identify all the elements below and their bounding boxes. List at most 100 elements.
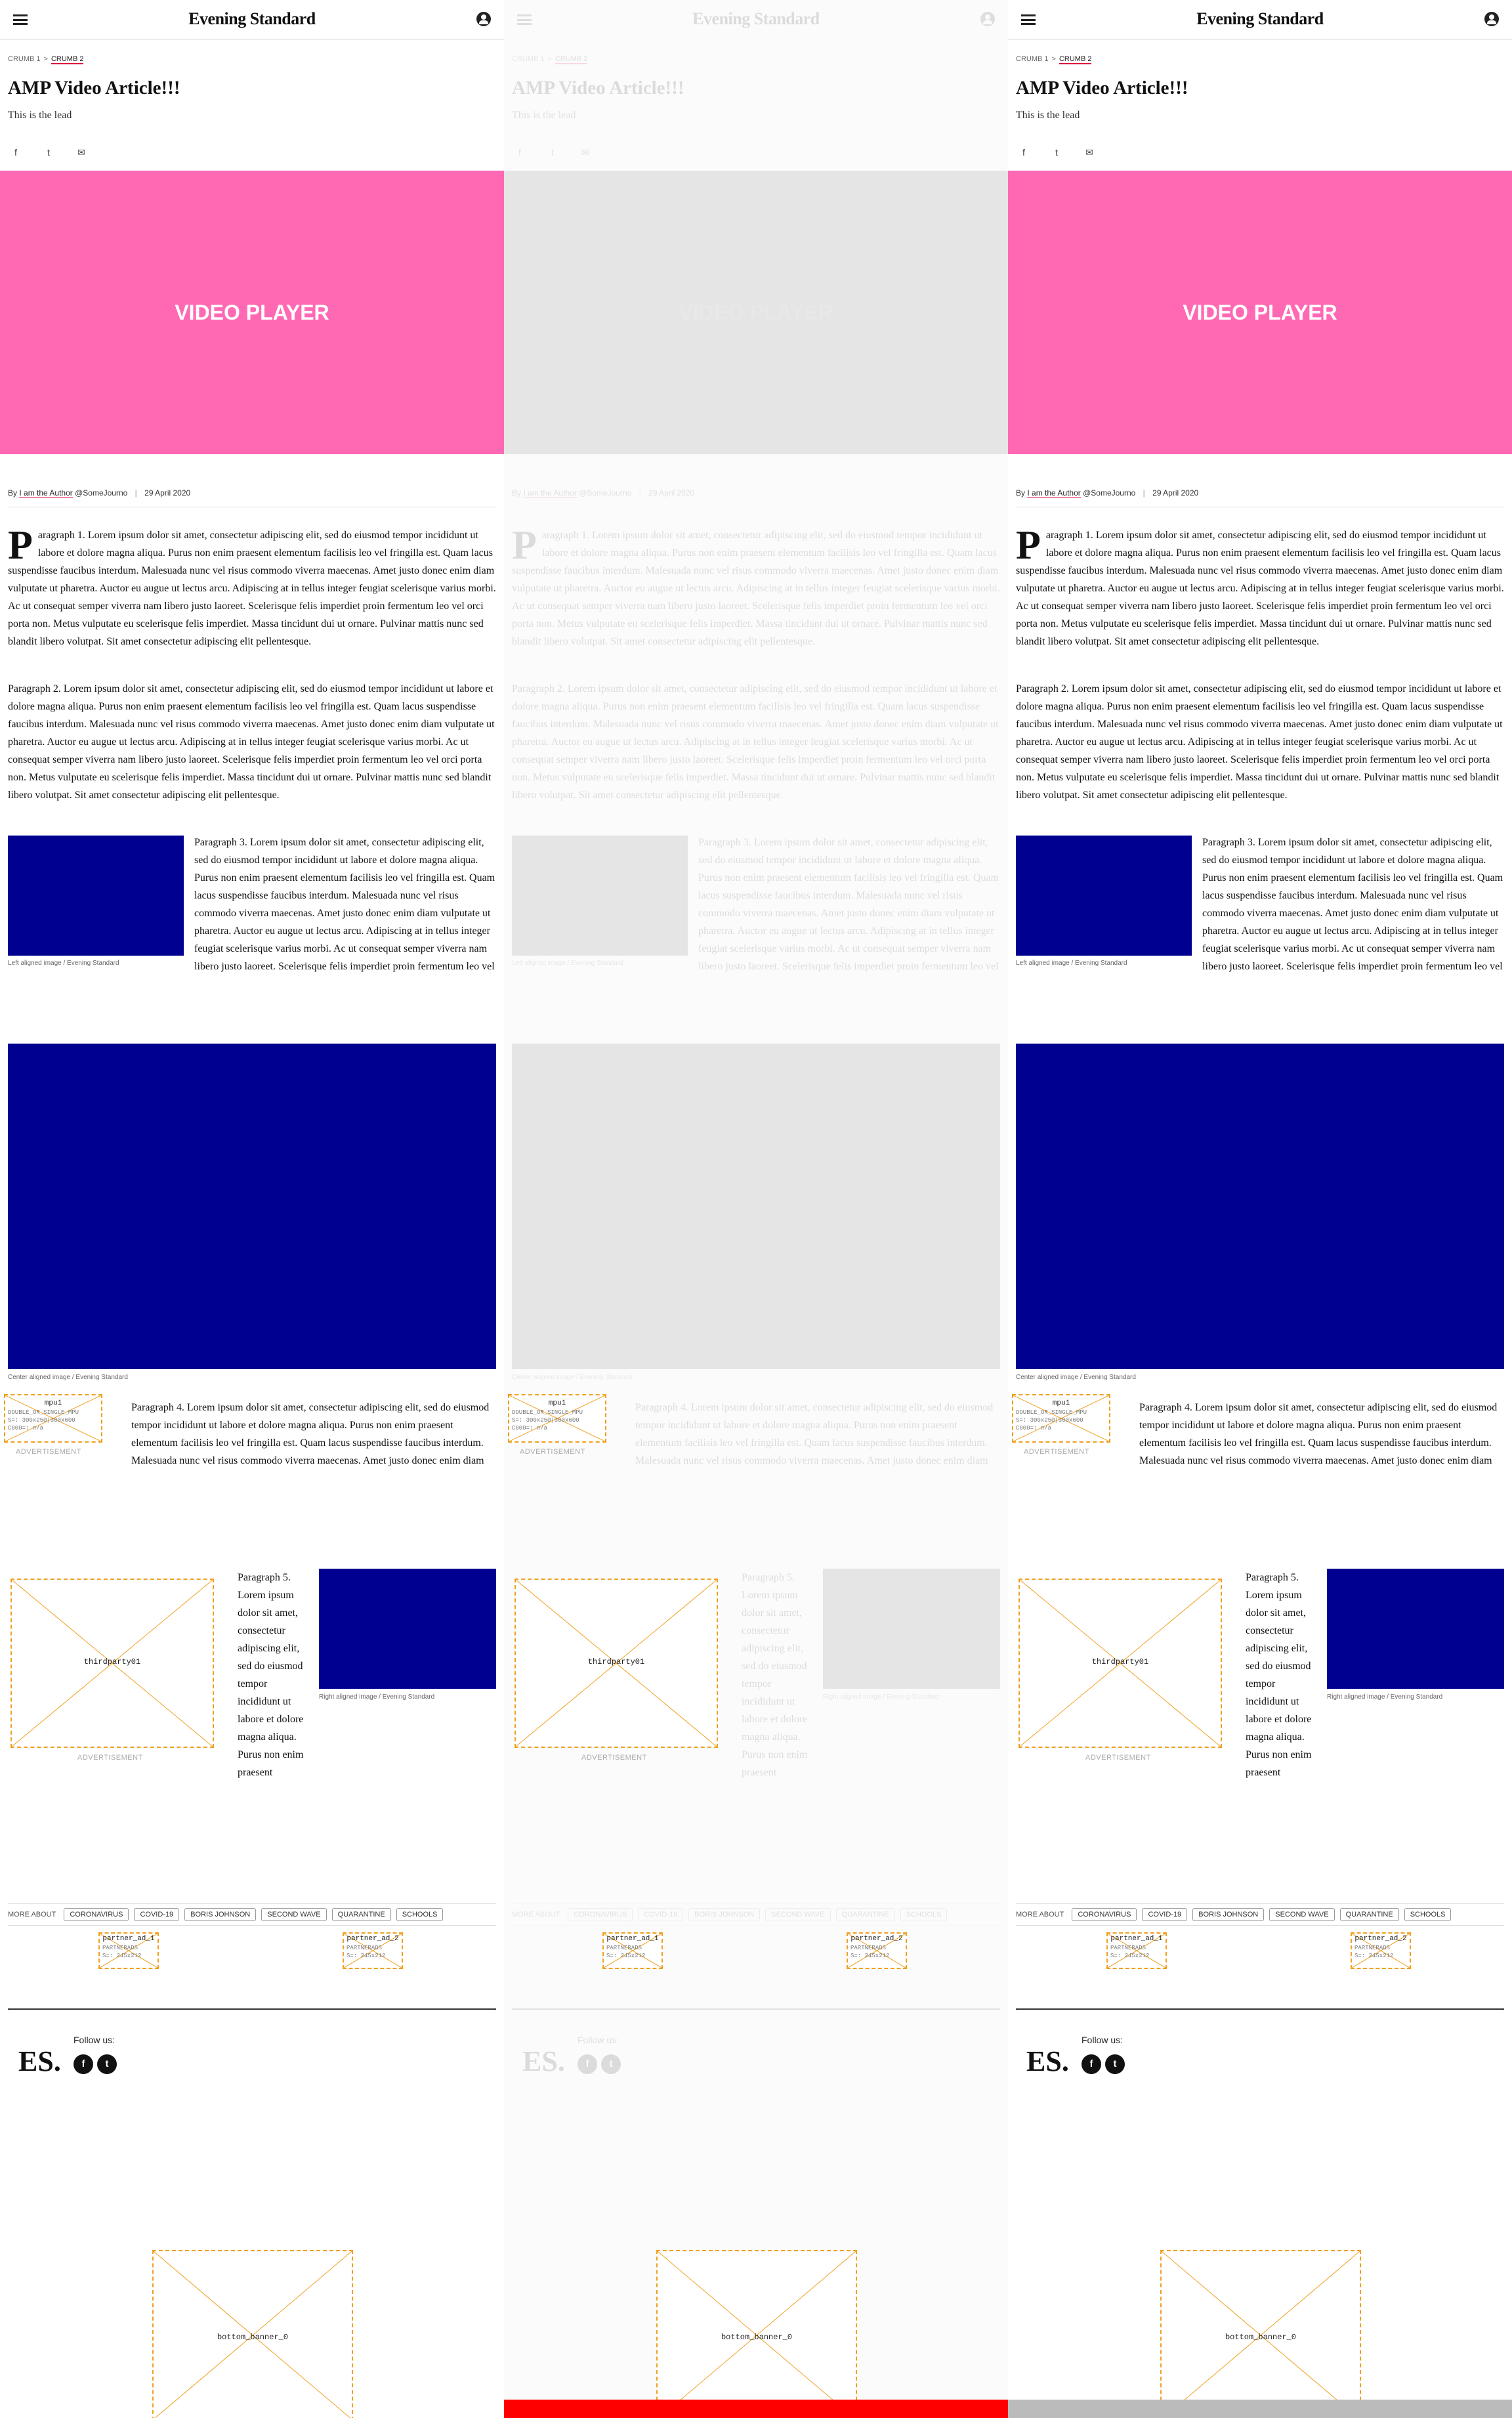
topic-tag[interactable]: SCHOOLS [1404, 1908, 1452, 1921]
site-header: Evening Standard [1008, 0, 1512, 40]
topic-tag[interactable]: CORONAVIRUS [568, 1908, 633, 1921]
author-link[interactable]: I am the Author [523, 488, 577, 498]
user-account-icon[interactable] [476, 12, 491, 26]
twitter-icon[interactable]: t [97, 2054, 117, 2074]
breadcrumb-item-1[interactable]: CRUMB 1 [1016, 55, 1049, 63]
facebook-share-icon[interactable]: f [14, 147, 17, 158]
right-image-caption: Right aligned image / Evening Standard [823, 1693, 939, 1701]
partner-ad-1[interactable]: partner_ad_1 PARTNERADS S=: 245x212 [602, 1932, 663, 1969]
video-player[interactable]: VIDEO PLAYER [0, 171, 504, 454]
author-handle[interactable]: @SomeJourno [579, 488, 632, 498]
left-aligned-image [1016, 836, 1192, 956]
social-links: f t [74, 2054, 117, 2074]
site-logo[interactable]: Evening Standard [692, 9, 820, 28]
author-handle[interactable]: @SomeJourno [75, 488, 128, 498]
facebook-icon[interactable]: f [74, 2054, 93, 2074]
topic-tag[interactable]: SECOND WAVE [261, 1908, 327, 1921]
advertisement-label: ADVERTISEMENT [520, 1448, 585, 1456]
topic-tag[interactable]: BORIS JOHNSON [1192, 1908, 1265, 1921]
topic-tag[interactable]: QUARANTINE [835, 1908, 895, 1921]
paragraph-4: Paragraph 4. Lorem ipsum dolor sit amet,… [131, 1402, 490, 1466]
site-logo[interactable]: Evening Standard [1196, 9, 1324, 28]
more-about-bar: MORE ABOUT CORONAVIRUS COVID-19 BORIS JO… [8, 1903, 496, 1926]
partner-ad-2[interactable]: partner_ad_2 PARTNERADS S=: 245x212 [847, 1932, 907, 1969]
paragraph-4-cont [1016, 1470, 1504, 1552]
footer-logo[interactable]: ES. [1026, 2045, 1069, 2077]
ad-slot-name: mpu1 [548, 1399, 566, 1407]
bottom-banner-ad[interactable]: bottom_banner_0 [656, 2250, 857, 2418]
right-aligned-image [823, 1569, 1000, 1689]
email-share-icon[interactable]: ✉ [581, 147, 589, 158]
left-image-caption: Left aligned image / Evening Standard [512, 960, 623, 967]
site-logo[interactable]: Evening Standard [188, 9, 316, 28]
video-player-label: VIDEO PLAYER [175, 300, 329, 324]
breadcrumb-separator: > [1051, 55, 1056, 63]
breadcrumb-item-1[interactable]: CRUMB 1 [8, 55, 41, 63]
breadcrumb-item-1[interactable]: CRUMB 1 [512, 55, 545, 63]
topic-tag[interactable]: QUARANTINE [1339, 1908, 1399, 1921]
email-share-icon[interactable]: ✉ [77, 147, 85, 158]
share-bar: f t ✉ [513, 146, 592, 159]
topic-tag[interactable]: SECOND WAVE [1269, 1908, 1335, 1921]
drop-cap: P [1016, 523, 1041, 568]
video-player[interactable]: VIDEO PLAYER [504, 171, 1008, 454]
author-link[interactable]: I am the Author [19, 488, 73, 498]
topic-tag[interactable]: BORIS JOHNSON [184, 1908, 257, 1921]
twitter-icon[interactable]: t [1105, 2054, 1125, 2074]
follow-us-label: Follow us: [578, 2035, 620, 2045]
thirdparty-ad[interactable]: thirdparty01 [514, 1579, 718, 1748]
author-handle[interactable]: @SomeJourno [1083, 488, 1136, 498]
facebook-icon[interactable]: f [1082, 2054, 1101, 2074]
user-account-icon[interactable] [1484, 12, 1499, 26]
bottom-banner-ad[interactable]: bottom_banner_0 [1160, 2250, 1361, 2418]
breadcrumb-item-2[interactable]: CRUMB 2 [555, 55, 588, 64]
partner-ad-1[interactable]: partner_ad_1 PARTNERADS S=: 245x212 [98, 1932, 159, 1969]
twitter-share-icon[interactable]: t [551, 147, 554, 158]
facebook-icon[interactable]: f [578, 2054, 597, 2074]
bottom-banner-ad[interactable]: bottom_banner_0 [152, 2250, 353, 2418]
partner-ad-2[interactable]: partner_ad_2 PARTNERADS S=: 245x212 [1351, 1932, 1411, 1969]
byline-prefix: By [1016, 488, 1026, 498]
ad-slot-name: bottom_banner_0 [721, 2333, 793, 2342]
topic-tag[interactable]: COVID-19 [134, 1908, 180, 1921]
topic-tag[interactable]: CORONAVIRUS [64, 1908, 129, 1921]
paragraph-2: Paragraph 2. Lorem ipsum dolor sit amet,… [8, 683, 495, 801]
paragraph-3-cont [8, 975, 496, 1029]
email-share-icon[interactable]: ✉ [1085, 147, 1093, 158]
topic-tag[interactable]: SCHOOLS [396, 1908, 444, 1921]
breadcrumb-item-2[interactable]: CRUMB 2 [1059, 55, 1092, 64]
partner-ad-1[interactable]: partner_ad_1 PARTNERADS S=: 245x212 [1106, 1932, 1167, 1969]
topic-tag[interactable]: CORONAVIRUS [1072, 1908, 1137, 1921]
facebook-share-icon[interactable]: f [1022, 147, 1025, 158]
menu-icon[interactable] [13, 14, 28, 25]
mpu1-ad[interactable]: mpu1 DOUBLE_OR_SINGLE_MPU S=: 300x250|300… [1012, 1394, 1110, 1443]
user-account-icon[interactable] [980, 12, 995, 26]
menu-icon[interactable] [517, 14, 532, 25]
social-links: f t [1082, 2054, 1125, 2074]
topic-tag[interactable]: BORIS JOHNSON [688, 1908, 761, 1921]
video-player[interactable]: VIDEO PLAYER [1008, 171, 1512, 454]
more-about-label: MORE ABOUT [512, 1911, 560, 1919]
footer-logo[interactable]: ES. [18, 2045, 61, 2077]
mpu1-ad[interactable]: mpu1 DOUBLE_OR_SINGLE_MPU S=: 300x250|300… [508, 1394, 606, 1443]
thirdparty-ad[interactable]: thirdparty01 [10, 1579, 214, 1748]
topic-tag[interactable]: QUARANTINE [331, 1908, 391, 1921]
twitter-share-icon[interactable]: t [1055, 147, 1058, 158]
topic-tag[interactable]: COVID-19 [638, 1908, 684, 1921]
breadcrumb-item-2[interactable]: CRUMB 2 [51, 55, 84, 64]
twitter-share-icon[interactable]: t [47, 147, 50, 158]
ad-slot-name: mpu1 [44, 1399, 62, 1407]
facebook-share-icon[interactable]: f [518, 147, 521, 158]
breadcrumb-separator: > [547, 55, 552, 63]
author-link[interactable]: I am the Author [1027, 488, 1081, 498]
topic-tag[interactable]: SECOND WAVE [765, 1908, 831, 1921]
thirdparty-ad[interactable]: thirdparty01 [1018, 1579, 1222, 1748]
mpu1-ad[interactable]: mpu1 DOUBLE_OR_SINGLE_MPU S=: 300x250|300… [4, 1394, 102, 1443]
topic-tag[interactable]: SCHOOLS [900, 1908, 948, 1921]
left-aligned-image [8, 836, 184, 956]
partner-ad-2[interactable]: partner_ad_2 PARTNERADS S=: 245x212 [343, 1932, 403, 1969]
topic-tag[interactable]: COVID-19 [1142, 1908, 1188, 1921]
footer-logo[interactable]: ES. [522, 2045, 565, 2077]
twitter-icon[interactable]: t [601, 2054, 621, 2074]
menu-icon[interactable] [1021, 14, 1036, 25]
